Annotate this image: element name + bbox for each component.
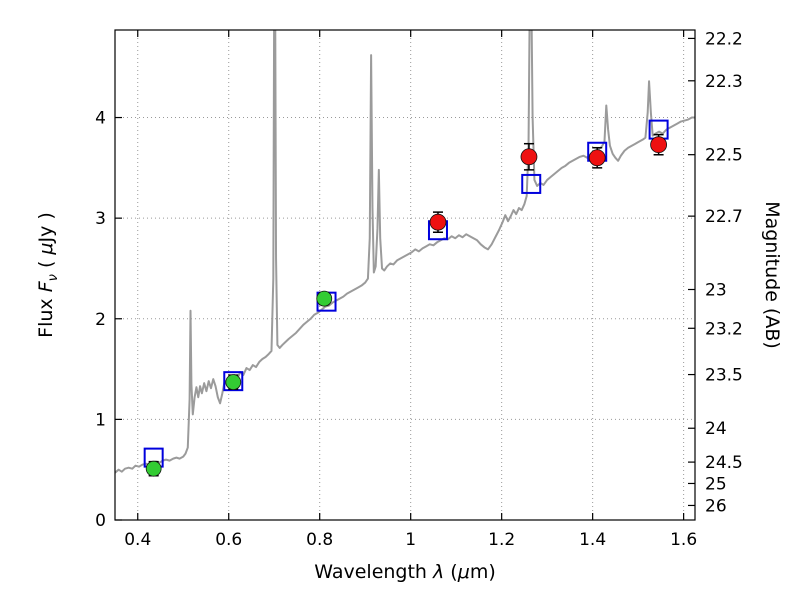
observed-photometry-nir	[429, 133, 668, 233]
x-tick-label: 1.6	[670, 530, 697, 550]
observed-flux-point	[650, 136, 668, 154]
y-tick-label-right: 23	[705, 281, 727, 301]
x-tick-label: 1.4	[579, 530, 606, 550]
y-tick-label-right: 22.2	[705, 29, 743, 49]
x-tick-label: 0.8	[306, 530, 333, 550]
y-tick-label-right: 24.5	[705, 453, 743, 473]
x-tick-label: 0.6	[215, 530, 242, 550]
y-tick-label-left: 4	[95, 109, 106, 129]
y-tick-label-right: 24	[705, 419, 727, 439]
x-tick-label: 1.2	[488, 530, 515, 550]
observed-flux-point	[429, 213, 447, 231]
y-tick-label-right: 23.2	[705, 319, 743, 339]
y-tick-label-right: 22.5	[705, 146, 743, 166]
y-tick-label-left: 3	[95, 209, 106, 229]
y-tick-label-right: 25	[705, 474, 727, 494]
observed-flux-point	[225, 374, 242, 391]
observed-flux-point	[316, 290, 333, 307]
y-tick-label-left: 1	[95, 410, 106, 430]
x-tick-label: 1	[405, 530, 416, 550]
y-tick-label-left: 2	[95, 310, 106, 330]
y-tick-label-right: 23.5	[705, 366, 743, 386]
observed-flux-point	[145, 460, 162, 477]
grid	[115, 30, 695, 520]
y-tick-label-right: 22.3	[705, 72, 743, 92]
y-tick-label-right: 22.7	[705, 207, 743, 227]
y-axis-label-right: Magnitude (AB)	[761, 201, 783, 349]
model-flux-square	[223, 371, 244, 392]
y-axis-left: 0 1 2 3 4	[95, 109, 122, 531]
axes-frame	[114, 29, 696, 521]
observed-photometry-optical	[145, 290, 333, 477]
observed-flux-point	[588, 149, 606, 167]
y-tick-label-left: 0	[95, 511, 106, 531]
model-flux-square	[521, 173, 542, 194]
y-tick-label-right: 26	[705, 496, 727, 516]
y-axis-label-left: Flux Fν ( μJy )	[35, 212, 61, 338]
x-axis-label: Wavelength λ (μm)	[314, 561, 495, 583]
x-axis: 0.4 0.6 0.8 1 1.2 1.4 1.6	[124, 30, 697, 550]
x-tick-label: 0.4	[124, 530, 151, 550]
observed-flux-point	[520, 148, 538, 166]
